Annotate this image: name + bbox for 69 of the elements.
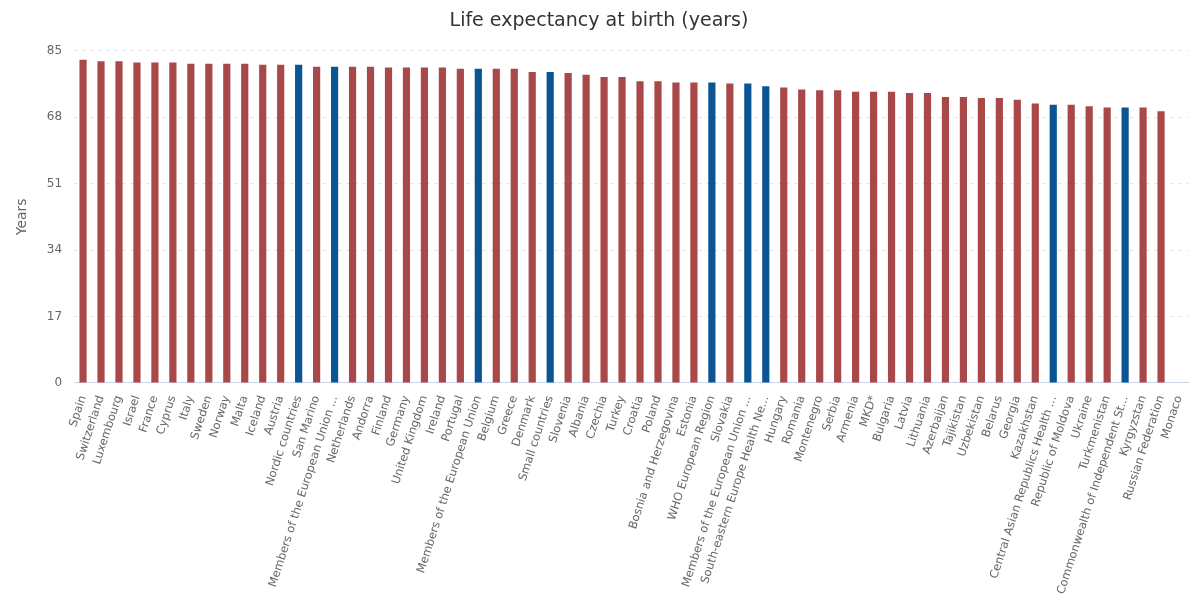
bar bbox=[1157, 111, 1165, 383]
bar bbox=[366, 66, 375, 383]
bar bbox=[330, 66, 339, 383]
bar bbox=[762, 86, 770, 383]
bar bbox=[869, 91, 878, 383]
bar bbox=[923, 92, 932, 383]
bar bbox=[1085, 106, 1093, 383]
bar bbox=[564, 73, 572, 383]
bar bbox=[780, 87, 788, 383]
bar bbox=[582, 74, 590, 383]
bar bbox=[852, 91, 860, 383]
bar bbox=[402, 67, 411, 383]
y-tick-label: 34 bbox=[46, 242, 63, 257]
bar bbox=[995, 98, 1003, 383]
bar bbox=[259, 64, 267, 383]
bar bbox=[97, 61, 105, 383]
bar bbox=[798, 89, 806, 383]
bar bbox=[636, 81, 644, 383]
bar bbox=[690, 82, 698, 383]
bar bbox=[420, 67, 429, 383]
bar bbox=[438, 67, 446, 383]
bar bbox=[187, 63, 195, 383]
bar bbox=[151, 62, 159, 383]
y-tick-label: 85 bbox=[46, 42, 63, 57]
bar bbox=[546, 71, 554, 383]
bar bbox=[492, 68, 500, 383]
bar bbox=[205, 63, 213, 383]
bar bbox=[295, 64, 303, 383]
bar bbox=[313, 66, 321, 383]
bar bbox=[1067, 104, 1075, 383]
bar bbox=[887, 91, 896, 383]
bar bbox=[277, 64, 285, 383]
y-tick-label: 51 bbox=[46, 175, 63, 190]
bar bbox=[1049, 104, 1057, 383]
bar bbox=[618, 76, 626, 383]
bar bbox=[79, 59, 87, 383]
chart-title: Life expectancy at birth (years) bbox=[449, 8, 749, 31]
y-tick-label: 68 bbox=[46, 109, 63, 124]
bar bbox=[1031, 103, 1039, 383]
bar bbox=[654, 81, 662, 383]
bar bbox=[456, 68, 464, 383]
bar bbox=[115, 61, 123, 383]
bar bbox=[510, 68, 518, 383]
bar bbox=[1103, 107, 1111, 383]
bar bbox=[384, 67, 393, 383]
bar bbox=[959, 96, 968, 383]
bar bbox=[348, 66, 357, 383]
bar bbox=[223, 63, 231, 383]
bar bbox=[528, 71, 536, 383]
bar bbox=[1121, 107, 1129, 383]
y-axis-title: Years bbox=[13, 198, 30, 237]
bar bbox=[474, 68, 482, 383]
bar bbox=[744, 83, 752, 383]
bar bbox=[905, 92, 914, 383]
y-tick-label: 17 bbox=[46, 308, 63, 323]
bar bbox=[708, 82, 716, 383]
bar bbox=[241, 63, 249, 383]
bar bbox=[726, 83, 734, 383]
bar bbox=[169, 62, 177, 383]
bar bbox=[672, 82, 680, 383]
bar bbox=[1013, 99, 1021, 383]
bar bbox=[600, 76, 608, 383]
y-tick-label: 0 bbox=[54, 375, 63, 390]
bar bbox=[133, 62, 141, 383]
bar bbox=[941, 96, 950, 383]
bar bbox=[834, 90, 842, 383]
bar bbox=[816, 90, 824, 383]
bar bbox=[977, 98, 985, 383]
bar bbox=[1139, 107, 1147, 383]
